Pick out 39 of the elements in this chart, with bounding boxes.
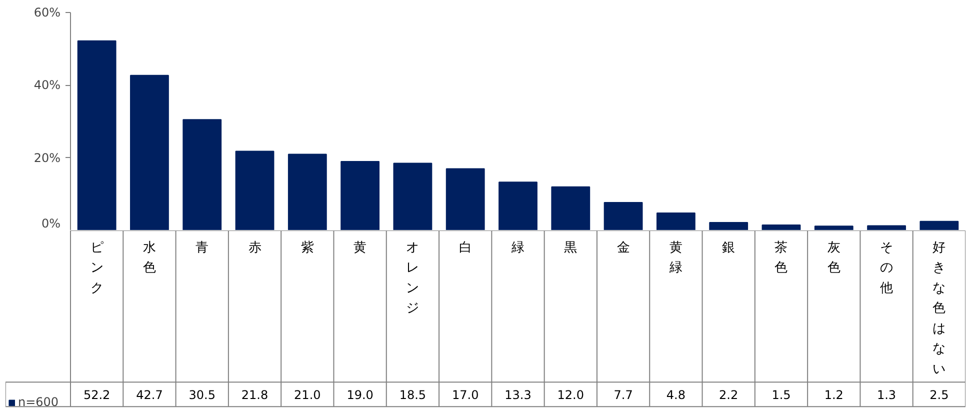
x-tick-label: オレンジ [406,240,420,316]
legend-label: n=600 [18,394,59,411]
data-label: 4.8 [666,388,686,402]
x-tick-label: 銀 [722,240,736,256]
y-tick-label: 60% [34,6,60,20]
x-tick-label: 赤 [248,240,262,256]
data-label: 30.5 [188,388,216,402]
data-label: 21.8 [241,388,268,402]
x-tick-label: ピンク [90,240,104,296]
data-label: 42.7 [136,388,163,402]
x-tick-label: 黄緑 [668,240,682,276]
x-tick-label: 茶色 [774,240,788,276]
data-label: 1.5 [772,388,791,402]
x-tick-label: 紫 [300,240,314,256]
x-tick-label: 金 [616,240,630,256]
data-label: 13.3 [504,388,532,402]
x-tick-label: 好きな色はない [932,240,946,377]
y-tick-label: 40% [34,78,60,92]
data-label: 7.7 [614,388,633,402]
y-tick-label: 0% [41,216,61,230]
x-tick-label: 白 [458,240,472,256]
data-label: 52.2 [83,388,110,402]
data-label: 21.0 [294,388,321,402]
x-tick-label: その他 [880,240,894,296]
x-tick-label: 水色 [142,240,156,276]
data-label: 19.0 [346,388,374,402]
data-label: 17.0 [452,388,479,402]
data-label: 1.2 [824,388,844,402]
x-tick-label: 黒 [564,240,578,256]
x-tick-label: 灰色 [827,240,840,276]
x-tick-label: 黄 [354,240,367,256]
data-label: 2.5 [930,388,949,402]
x-tick-label: 青 [196,240,209,256]
data-label: 1.3 [876,388,896,402]
y-tick-label: 20% [34,150,60,165]
x-tick-label: 緑 [510,240,524,256]
data-label: 18.5 [399,388,426,402]
data-label: 12.0 [557,388,584,402]
data-label: 2.2 [719,388,738,402]
